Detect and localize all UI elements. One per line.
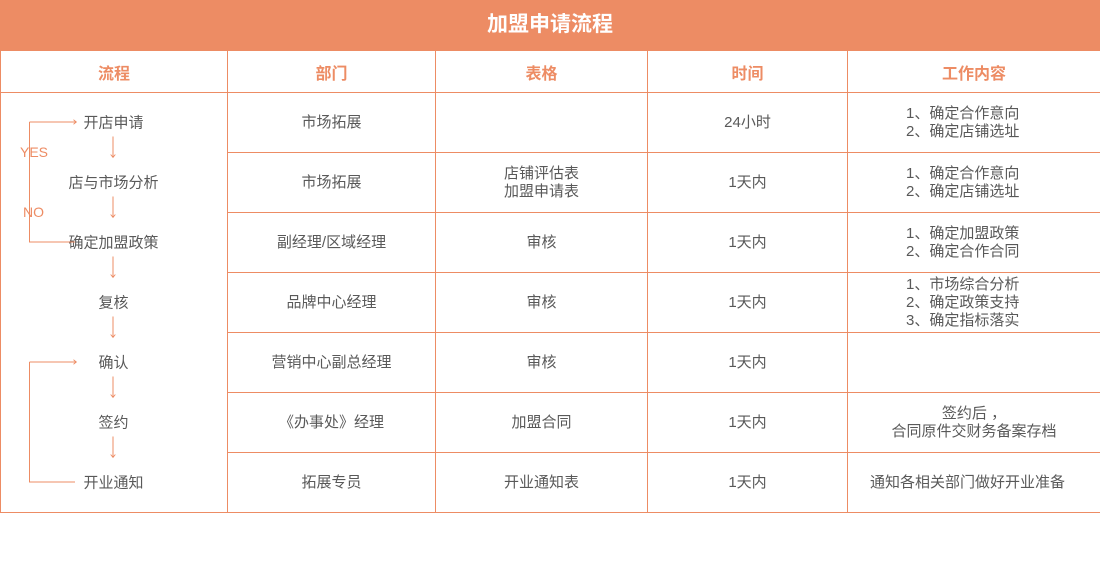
svg-text:NO: NO <box>23 204 44 220</box>
svg-text:YES: YES <box>20 144 48 160</box>
